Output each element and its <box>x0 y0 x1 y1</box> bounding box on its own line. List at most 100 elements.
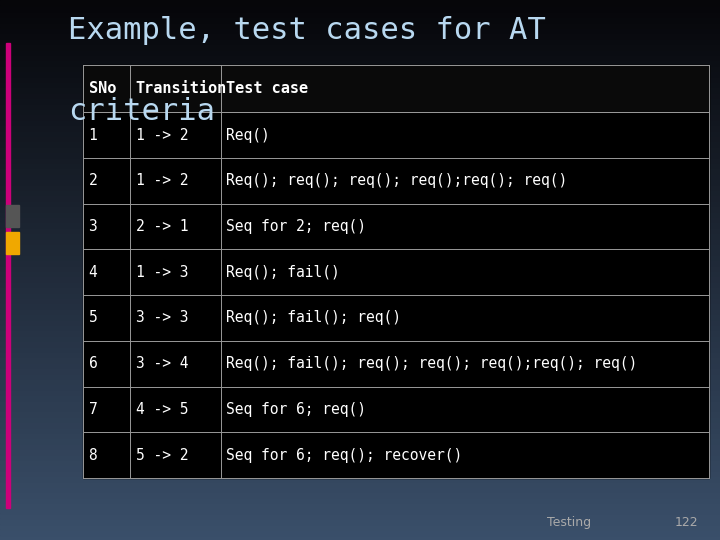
Bar <box>0 437 720 443</box>
Bar <box>0 270 720 275</box>
Bar <box>0 167 720 173</box>
Bar <box>6 232 19 254</box>
Bar <box>0 32 720 38</box>
Bar <box>0 470 720 475</box>
Bar <box>0 356 720 362</box>
Bar <box>0 16 720 22</box>
Bar <box>0 108 720 113</box>
Bar <box>0 5 720 11</box>
Bar <box>0 259 720 265</box>
Bar <box>0 49 720 54</box>
Bar <box>0 373 720 378</box>
Text: 122: 122 <box>675 516 698 529</box>
Bar <box>0 313 720 319</box>
Text: 1 -> 2: 1 -> 2 <box>135 127 188 143</box>
Text: Test case: Test case <box>226 81 308 96</box>
Text: 2 -> 1: 2 -> 1 <box>135 219 188 234</box>
Bar <box>0 497 720 502</box>
Text: 1 -> 2: 1 -> 2 <box>135 173 188 188</box>
Bar <box>0 302 720 308</box>
Bar <box>0 308 720 313</box>
Bar <box>0 329 720 335</box>
Bar <box>0 70 720 76</box>
Text: Req(): Req() <box>226 127 270 143</box>
Bar <box>0 43 720 49</box>
Text: Req(); fail(); req(): Req(); fail(); req() <box>226 310 401 326</box>
Bar <box>0 427 720 432</box>
Text: 8: 8 <box>89 448 97 463</box>
Bar <box>0 524 720 529</box>
Text: 4 -> 5: 4 -> 5 <box>135 402 188 417</box>
Bar <box>0 146 720 151</box>
Bar <box>0 319 720 324</box>
Bar <box>0 416 720 421</box>
Text: Seq for 2; req(): Seq for 2; req() <box>226 219 366 234</box>
Bar <box>0 378 720 383</box>
Bar <box>0 481 720 486</box>
Bar <box>0 389 720 394</box>
Bar <box>0 362 720 367</box>
Bar <box>0 448 720 454</box>
Bar <box>0 243 720 248</box>
Bar <box>83 65 709 112</box>
Bar <box>0 11 720 16</box>
Text: 4: 4 <box>89 265 97 280</box>
Text: 6: 6 <box>89 356 97 371</box>
Bar <box>0 205 720 211</box>
Text: Req(); fail(); req(); req(); req();req(); req(): Req(); fail(); req(); req(); req();req()… <box>226 356 638 371</box>
Bar <box>0 335 720 340</box>
Bar <box>0 103 720 108</box>
Bar <box>6 205 19 227</box>
Bar <box>0 486 720 491</box>
Bar <box>0 459 720 464</box>
Bar <box>0 27 720 32</box>
Bar <box>0 340 720 346</box>
Bar <box>0 86 720 92</box>
Bar <box>0 394 720 400</box>
Text: Transition: Transition <box>135 81 227 96</box>
Bar <box>0 454 720 459</box>
Bar <box>0 38 720 43</box>
Bar <box>0 254 720 259</box>
Text: SNo: SNo <box>89 81 116 96</box>
Bar <box>0 367 720 373</box>
Bar <box>0 65 720 70</box>
Text: 1 -> 3: 1 -> 3 <box>135 265 188 280</box>
Bar <box>0 194 720 200</box>
Bar <box>0 162 720 167</box>
Bar <box>0 297 720 302</box>
Bar <box>0 81 720 86</box>
Bar <box>0 405 720 410</box>
Bar <box>0 135 720 140</box>
Bar <box>0 119 720 124</box>
Bar <box>0 0 720 5</box>
Text: 5: 5 <box>89 310 97 326</box>
Bar <box>0 97 720 103</box>
Text: 2: 2 <box>89 173 97 188</box>
Bar <box>0 238 720 243</box>
Bar <box>0 518 720 524</box>
Bar <box>0 221 720 227</box>
Bar <box>0 178 720 184</box>
Text: Example, test cases for AT: Example, test cases for AT <box>68 16 546 45</box>
Bar <box>0 535 720 540</box>
Bar <box>0 248 720 254</box>
Bar <box>0 54 720 59</box>
Bar <box>0 113 720 119</box>
Bar <box>0 275 720 281</box>
Bar <box>0 157 720 162</box>
Text: Req(); req(); req(); req();req(); req(): Req(); req(); req(); req();req(); req() <box>226 173 567 188</box>
Bar <box>0 464 720 470</box>
Text: Req(); fail(): Req(); fail() <box>226 265 340 280</box>
Bar <box>0 529 720 535</box>
Text: 1: 1 <box>89 127 97 143</box>
Bar <box>0 189 720 194</box>
Bar <box>0 124 720 130</box>
Bar <box>0 502 720 508</box>
Bar <box>0 351 720 356</box>
Bar <box>0 59 720 65</box>
Bar <box>0 211 720 216</box>
Bar <box>0 216 720 221</box>
Bar <box>0 173 720 178</box>
Text: criteria: criteria <box>68 97 215 126</box>
